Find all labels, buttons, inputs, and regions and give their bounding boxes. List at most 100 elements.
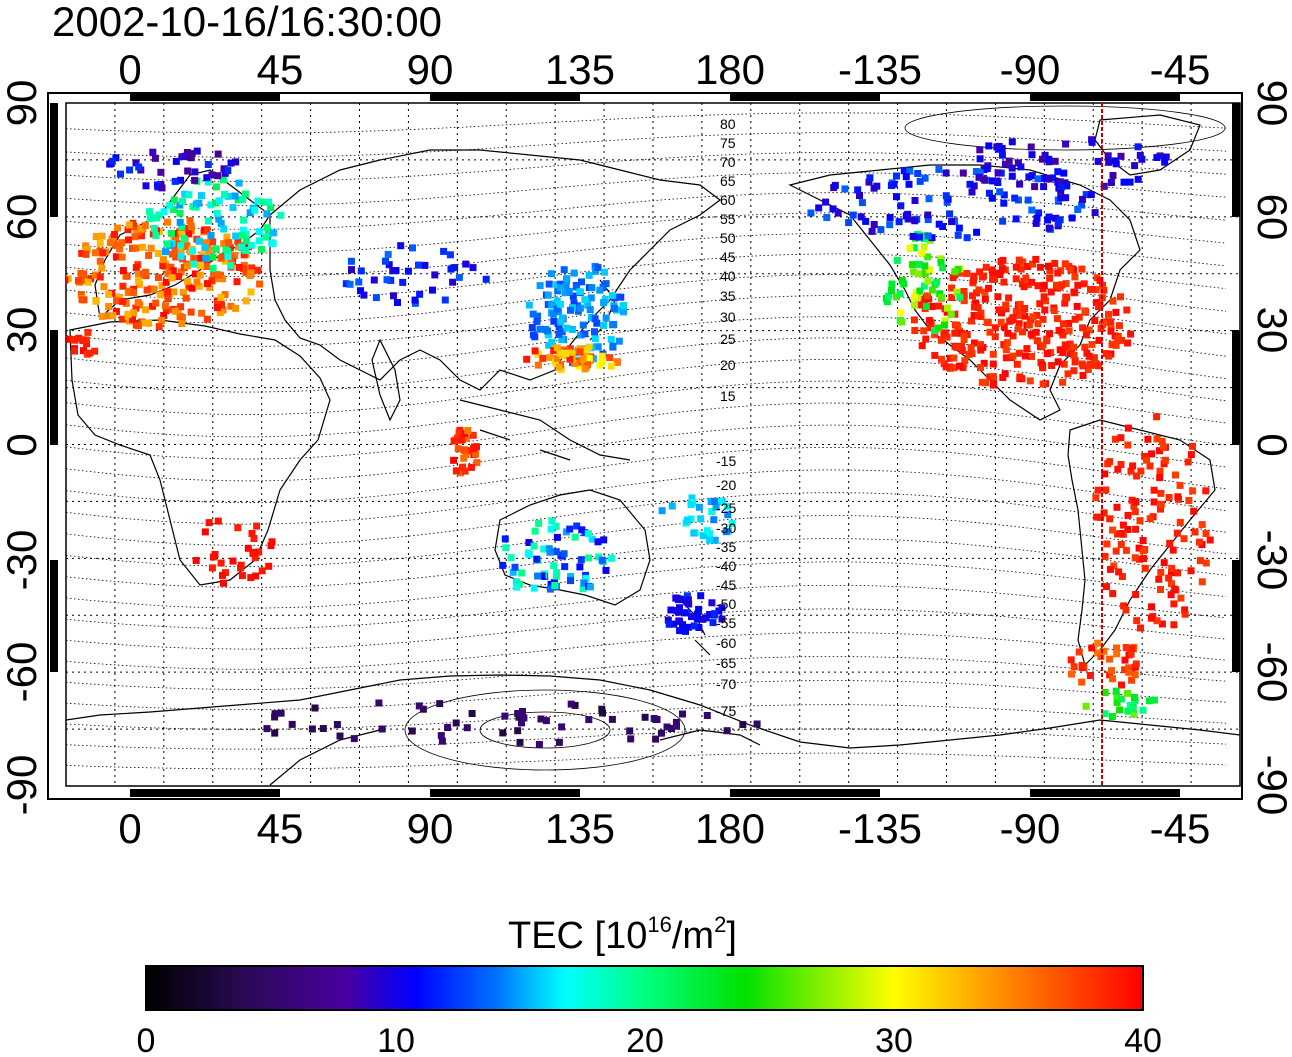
tec-sample bbox=[1111, 157, 1119, 165]
tec-sample bbox=[168, 230, 175, 237]
tec-sample bbox=[591, 315, 599, 323]
tec-sample bbox=[1028, 353, 1035, 360]
tec-sample bbox=[234, 524, 242, 532]
tec-sample bbox=[989, 177, 997, 185]
tec-sample bbox=[976, 169, 984, 177]
tec-sample bbox=[1064, 370, 1072, 378]
contour-line bbox=[66, 112, 1227, 134]
tec-sample bbox=[1039, 155, 1046, 163]
tec-sample bbox=[972, 168, 980, 175]
tec-sample bbox=[711, 536, 719, 544]
tec-sample bbox=[232, 232, 240, 240]
tec-sample bbox=[959, 169, 967, 177]
tec-sample bbox=[1129, 462, 1137, 470]
tec-sample bbox=[247, 288, 255, 296]
tec-sample bbox=[158, 282, 166, 290]
tec-sample bbox=[1045, 224, 1053, 232]
tec-sample bbox=[1161, 456, 1169, 464]
tec-sample bbox=[219, 571, 226, 579]
tec-sample bbox=[998, 265, 1006, 273]
tec-sample bbox=[151, 154, 159, 162]
tec-sample bbox=[519, 708, 526, 715]
tec-sample bbox=[187, 222, 195, 230]
tec-sample bbox=[552, 548, 560, 556]
tec-sample bbox=[220, 165, 228, 173]
tec-sample bbox=[177, 303, 185, 311]
tec-sample bbox=[134, 299, 142, 307]
tec-sample bbox=[931, 331, 939, 339]
tec-sample bbox=[100, 283, 108, 291]
colorbar-tick-label: 0 bbox=[137, 1022, 156, 1057]
tec-sample bbox=[336, 732, 344, 740]
tec-sample bbox=[204, 217, 212, 225]
tec-sample bbox=[214, 517, 222, 525]
tec-sample bbox=[171, 177, 179, 185]
tec-sample bbox=[1132, 498, 1140, 506]
tec-sample bbox=[922, 335, 930, 343]
tec-sample bbox=[893, 256, 901, 264]
contour-label: -15 bbox=[716, 453, 736, 469]
tec-sample bbox=[233, 278, 241, 286]
tec-sample bbox=[191, 270, 199, 278]
tec-sample bbox=[92, 297, 100, 305]
tec-sample bbox=[1057, 194, 1065, 202]
tec-sample bbox=[1133, 472, 1141, 480]
tec-sample bbox=[214, 150, 222, 158]
tec-sample bbox=[829, 205, 837, 213]
tec-sample bbox=[141, 222, 149, 229]
tec-sample bbox=[607, 362, 615, 370]
tec-sample bbox=[119, 297, 127, 305]
tec-sample bbox=[1034, 320, 1042, 328]
lon-tick-label: -90 bbox=[1000, 805, 1061, 852]
tec-sample bbox=[232, 304, 240, 312]
tec-sample bbox=[697, 592, 705, 600]
tec-sample bbox=[1101, 710, 1109, 718]
tec-sample bbox=[1092, 286, 1100, 294]
tec-sample bbox=[455, 429, 463, 436]
tec-sample bbox=[1198, 578, 1206, 586]
tec-sample bbox=[553, 305, 561, 313]
tec-sample bbox=[421, 261, 429, 269]
tec-sample bbox=[472, 450, 480, 458]
contour-label: -35 bbox=[716, 539, 736, 555]
tec-sample bbox=[924, 232, 932, 240]
tec-sample bbox=[452, 467, 460, 475]
tec-sample bbox=[1090, 354, 1098, 362]
tec-sample bbox=[968, 188, 976, 196]
tec-sample bbox=[1008, 172, 1016, 180]
tec-sample bbox=[1088, 138, 1096, 146]
tec-sample bbox=[690, 622, 698, 630]
tec-sample bbox=[219, 253, 226, 261]
tec-sample bbox=[162, 248, 169, 256]
tec-sample bbox=[150, 285, 158, 293]
tec-sample bbox=[553, 533, 561, 541]
tec-sample bbox=[1048, 362, 1056, 369]
tec-sample bbox=[1147, 614, 1155, 622]
tec-sample bbox=[673, 722, 680, 730]
tec-sample bbox=[1112, 308, 1120, 316]
tec-sample bbox=[251, 554, 259, 562]
contour-label: 20 bbox=[720, 357, 736, 373]
tec-sample bbox=[946, 354, 954, 362]
tec-sample bbox=[1119, 521, 1127, 529]
tec-sample bbox=[113, 297, 120, 305]
tec-sample bbox=[147, 244, 155, 252]
tec-sample bbox=[893, 193, 900, 201]
tec-sample bbox=[1003, 339, 1011, 347]
tec-sample bbox=[77, 269, 85, 277]
tec-sample bbox=[1170, 600, 1178, 608]
tec-sample bbox=[195, 237, 203, 245]
tec-sample bbox=[392, 267, 400, 274]
tec-sample bbox=[673, 594, 681, 602]
tec-sample bbox=[609, 291, 616, 299]
tec-sample bbox=[415, 702, 423, 710]
tec-sample bbox=[591, 335, 599, 343]
tec-sample bbox=[170, 206, 177, 213]
tec-sample bbox=[703, 712, 711, 719]
tec-sample bbox=[1081, 343, 1089, 351]
tec-sample bbox=[520, 714, 528, 722]
tec-sample bbox=[600, 299, 608, 307]
colorbar-title-sup: 2 bbox=[714, 912, 726, 937]
tec-sample bbox=[1045, 262, 1052, 270]
tec-sample bbox=[1153, 617, 1161, 625]
